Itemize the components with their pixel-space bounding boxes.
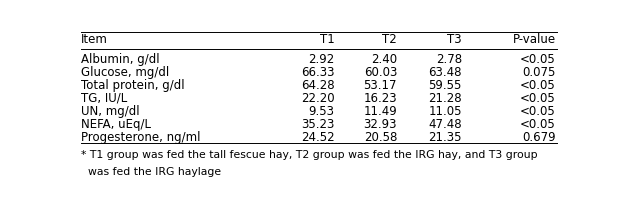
Text: 2.78: 2.78	[436, 53, 462, 66]
Text: 2.92: 2.92	[308, 53, 335, 66]
Text: 21.28: 21.28	[428, 92, 462, 105]
Text: T3: T3	[447, 33, 462, 46]
Text: 66.33: 66.33	[301, 66, 335, 79]
Text: 63.48: 63.48	[428, 66, 462, 79]
Text: Item: Item	[81, 33, 108, 46]
Text: 32.93: 32.93	[363, 118, 397, 131]
Text: T2: T2	[383, 33, 397, 46]
Text: 64.28: 64.28	[301, 79, 335, 92]
Text: Progesterone, ng/ml: Progesterone, ng/ml	[81, 131, 201, 144]
Text: UN, mg/dl: UN, mg/dl	[81, 105, 140, 118]
Text: Glucose, mg/dl: Glucose, mg/dl	[81, 66, 170, 79]
Text: <0.05: <0.05	[520, 105, 556, 118]
Text: 35.23: 35.23	[301, 118, 335, 131]
Text: 22.20: 22.20	[301, 92, 335, 105]
Text: 11.05: 11.05	[428, 105, 462, 118]
Text: <0.05: <0.05	[520, 79, 556, 92]
Text: 20.58: 20.58	[364, 131, 397, 144]
Text: <0.05: <0.05	[520, 92, 556, 105]
Text: 21.35: 21.35	[428, 131, 462, 144]
Text: 60.03: 60.03	[364, 66, 397, 79]
Text: TG, IU/L: TG, IU/L	[81, 92, 128, 105]
Text: <0.05: <0.05	[520, 53, 556, 66]
Text: T1: T1	[320, 33, 335, 46]
Text: 9.53: 9.53	[309, 105, 335, 118]
Text: 0.679: 0.679	[522, 131, 556, 144]
Text: 59.55: 59.55	[428, 79, 462, 92]
Text: 16.23: 16.23	[363, 92, 397, 105]
Text: 47.48: 47.48	[428, 118, 462, 131]
Text: 11.49: 11.49	[363, 105, 397, 118]
Text: P-value: P-value	[513, 33, 556, 46]
Text: Albumin, g/dl: Albumin, g/dl	[81, 53, 160, 66]
Text: 2.40: 2.40	[371, 53, 397, 66]
Text: 0.075: 0.075	[522, 66, 556, 79]
Text: 53.17: 53.17	[363, 79, 397, 92]
Text: <0.05: <0.05	[520, 118, 556, 131]
Text: Total protein, g/dl: Total protein, g/dl	[81, 79, 185, 92]
Text: 24.52: 24.52	[301, 131, 335, 144]
Text: was fed the IRG haylage: was fed the IRG haylage	[81, 167, 221, 177]
Text: NEFA, uEq/L: NEFA, uEq/L	[81, 118, 151, 131]
Text: * T1 group was fed the tall fescue hay, T2 group was fed the IRG hay, and T3 gro: * T1 group was fed the tall fescue hay, …	[81, 150, 538, 160]
